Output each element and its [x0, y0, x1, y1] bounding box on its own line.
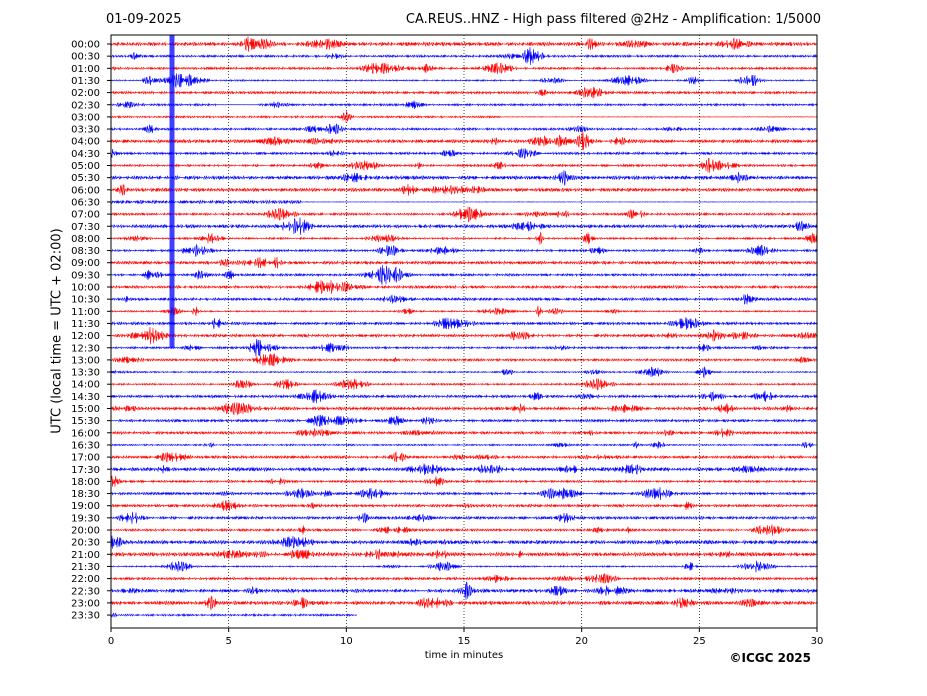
row-label: 12:00	[71, 331, 100, 342]
row-label: 03:00	[71, 112, 100, 123]
trace-line	[110, 232, 818, 245]
row-label: 08:30	[71, 246, 100, 257]
chart-title: CA.REUS..HNZ - High pass filtered @2Hz -…	[405, 12, 821, 27]
row-label: 09:00	[71, 258, 100, 269]
copyright-label: ©ICGC 2025	[729, 651, 811, 665]
row-label: 18:30	[71, 489, 100, 500]
row-label: 08:00	[71, 234, 100, 245]
row-label: 05:00	[71, 161, 100, 172]
row-label: 22:30	[71, 586, 100, 597]
x-tick-label: 25	[693, 636, 706, 647]
trace-line	[110, 612, 357, 618]
x-tick-label: 30	[811, 636, 824, 647]
trace-line	[110, 441, 818, 449]
trace-line	[110, 414, 818, 427]
row-label: 13:00	[71, 355, 100, 366]
x-axis-label: time in minutes	[424, 650, 504, 661]
row-label: 15:00	[71, 404, 100, 415]
row-label: 05:30	[71, 173, 100, 184]
row-label: 00:00	[71, 40, 100, 51]
row-label: 14:00	[71, 380, 100, 391]
row-label: 20:30	[71, 538, 100, 549]
row-label: 11:30	[71, 319, 100, 330]
row-label: 14:30	[71, 392, 100, 403]
row-label: 01:00	[71, 64, 100, 75]
row-label: 03:30	[71, 125, 100, 136]
row-label: 19:30	[71, 513, 100, 524]
trace-line	[110, 451, 818, 463]
trace-line	[110, 157, 818, 173]
trace-line	[110, 428, 818, 438]
row-label: 07:30	[71, 222, 100, 233]
row-label: 22:00	[71, 574, 100, 585]
trace-line	[110, 206, 818, 223]
row-label: 12:30	[71, 343, 100, 354]
row-label: 10:30	[71, 295, 100, 306]
row-label: 20:00	[71, 526, 100, 537]
row-label: 21:30	[71, 562, 100, 573]
row-label: 13:30	[71, 368, 100, 379]
row-label: 10:00	[71, 283, 100, 294]
row-label: 07:00	[71, 210, 100, 221]
row-label: 23:00	[71, 598, 100, 609]
row-label: 18:00	[71, 477, 100, 488]
trace-line	[110, 511, 818, 524]
x-tick-label: 15	[458, 636, 471, 647]
trace-line	[110, 199, 818, 205]
x-tick-label: 10	[340, 636, 353, 647]
row-label: 04:00	[71, 137, 100, 148]
trace-line	[110, 548, 818, 560]
row-label: 23:30	[71, 611, 100, 622]
trace-line	[110, 378, 818, 391]
row-label: 06:30	[71, 197, 100, 208]
row-label: 16:30	[71, 440, 100, 451]
row-label: 19:00	[71, 501, 100, 512]
x-ticks-group: 0 5 10 15 20 25 30	[108, 628, 824, 647]
trace-line	[110, 463, 818, 476]
row-label: 06:00	[71, 185, 100, 196]
row-label: 02:00	[71, 88, 100, 99]
row-label: 17:30	[71, 465, 100, 476]
row-label: 04:30	[71, 149, 100, 160]
date-label: 01-09-2025	[106, 12, 182, 27]
trace-line	[110, 217, 818, 235]
row-label: 09:30	[71, 270, 100, 281]
trace-line	[110, 475, 818, 487]
row-label: 21:00	[71, 550, 100, 561]
row-label: 02:30	[71, 100, 100, 111]
row-label: 16:00	[71, 428, 100, 439]
trace-line	[110, 264, 818, 285]
row-label: 17:00	[71, 453, 100, 464]
event-trace	[169, 35, 175, 348]
row-label: 11:00	[71, 307, 100, 318]
trace-line	[110, 389, 818, 404]
row-label: 01:30	[71, 76, 100, 87]
x-tick-label: 0	[108, 636, 114, 647]
x-tick-label: 20	[575, 636, 588, 647]
row-label: 00:30	[71, 52, 100, 63]
row-label: 15:30	[71, 416, 100, 427]
x-tick-label: 5	[225, 636, 231, 647]
